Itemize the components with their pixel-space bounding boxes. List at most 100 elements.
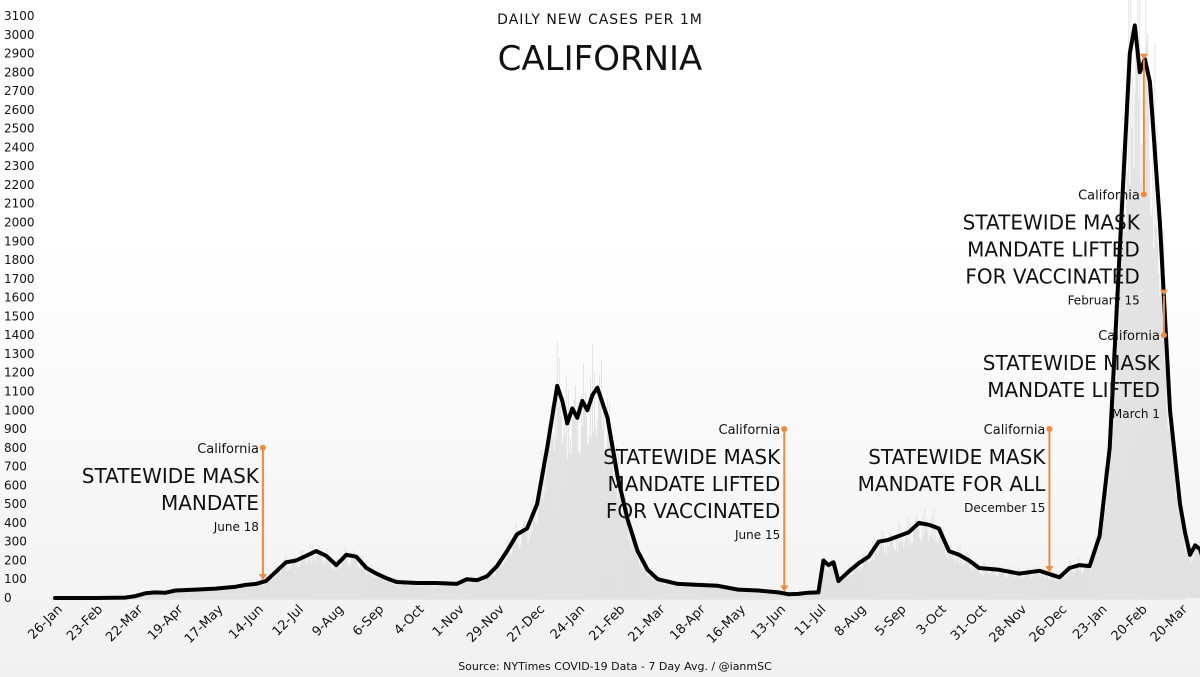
seven-day-average-line [53,23,1200,600]
y-tick-label: 1200 [4,366,35,380]
annotation-label-line: STATEWIDE MASK [603,445,781,469]
y-tick-label: 2500 [4,122,35,136]
x-tick-label: 23-Feb [64,602,106,644]
x-tick-label: 23-Jan [1070,602,1110,642]
x-tick-label: 21-Feb [586,602,628,644]
annotation-3: California STATEWIDE MASK MANDATE FOR ALL D… [858,423,1054,573]
y-tick-label: 3000 [4,28,35,42]
annotations-layer: California STATEWIDE MASK MANDATE June 18 Ca… [82,53,1168,592]
x-tick-label: 17-May [182,602,227,647]
annotation-4: California STATEWIDE MASK MANDATE LIFTED FO… [963,53,1148,307]
annotation-location: California [1078,188,1140,203]
annotation-label-line: STATEWIDE MASK [82,464,260,488]
x-tick-label: 29-Nov [464,602,508,646]
annotation-label-line: FOR VACCINATED [606,499,780,523]
annotation-location: California [1098,329,1160,344]
x-tick-label: 19-Apr [145,602,187,644]
x-tick-label: 1-Nov [430,602,468,640]
annotation-top-dot [259,444,266,451]
annotation-date: June 18 [213,520,259,534]
x-tick-label: 8-Aug [832,602,870,640]
annotation-label-line: FOR VACCINATED [965,264,1139,288]
y-tick-label: 1800 [4,253,35,267]
annotation-arrowhead [1045,566,1054,573]
x-tick-label: 13-Jun [749,602,790,643]
y-tick-label: 1400 [4,328,35,342]
x-tick-label: 6-Sep [350,602,387,639]
x-tick-label: 20-Feb [1109,602,1151,644]
x-tick-label: 21-Mar [626,602,669,645]
y-tick-label: 200 [4,553,27,567]
annotation-label-line: STATEWIDE MASK [963,210,1141,234]
x-tick-label: 26-Jan [26,602,66,642]
annotation-label-line: MANDATE LIFTED [987,378,1160,402]
annotation-label-line: STATEWIDE MASK [983,351,1161,375]
annotation-arrowhead [780,585,789,592]
y-tick-label: 2800 [4,65,35,79]
x-tick-label: 22-Mar [103,602,146,645]
annotation-top-dot [1046,426,1053,433]
annotation-label-line: MANDATE LIFTED [608,472,781,496]
annotation-top-dot [781,426,788,433]
annotation-location: California [719,423,781,438]
x-tick-label: 11-Jul [792,602,829,639]
annotation-date: June 15 [734,528,780,542]
annotation-arrowhead [258,573,267,580]
annotation-2: California STATEWIDE MASK MANDATE LIFTED FO… [603,423,789,592]
annotation-top-dot [1160,332,1167,339]
chart-title: CALIFORNIA [498,39,703,79]
y-tick-label: 1500 [4,309,35,323]
x-tick-label: 12-Jul [270,602,307,639]
annotation-5: California STATEWIDE MASK MANDATE LIFTED Ma… [983,289,1168,421]
y-tick-label: 700 [4,460,27,474]
y-tick-label: 0 [4,591,12,605]
y-tick-label: 1600 [4,291,35,305]
y-tick-label: 100 [4,572,27,586]
y-tick-label: 1900 [4,234,35,248]
x-tick-label: 18-Apr [667,602,709,644]
x-tick-label: 16-May [704,602,749,647]
annotation-label-line: MANDATE FOR ALL [858,472,1047,496]
x-tick-label: 14-Jun [226,602,267,643]
annotation-top-dot [1140,191,1147,198]
annotation-date: December 15 [964,501,1045,515]
x-tick-label: 24-Jan [548,602,588,642]
annotation-arrowhead [1139,53,1148,60]
average-line-path [53,23,1200,600]
y-tick-label: 600 [4,478,27,492]
y-tick-label: 1700 [4,272,35,286]
y-tick-label: 2200 [4,178,35,192]
x-tick-label: 9-Aug [310,602,348,640]
x-tick-label: 28-Nov [987,602,1031,646]
y-tick-label: 900 [4,422,27,436]
source-credit: Source: NYTimes COVID-19 Data - 7 Day Av… [458,660,772,673]
y-tick-label: 2000 [4,216,35,230]
y-tick-label: 2400 [4,140,35,154]
y-tick-label: 1100 [4,384,35,398]
annotation-label-line: MANDATE [161,491,259,515]
annotation-arrowhead [1159,289,1168,296]
y-tick-label: 500 [4,497,27,511]
annotation-date: March 1 [1112,407,1160,421]
x-tick-label: 3-Oct [914,602,950,638]
y-tick-label: 400 [4,516,27,530]
x-tick-label: 27-Dec [505,602,548,645]
x-tick-label: 4-Oct [392,602,428,638]
annotation-location: California [984,423,1046,438]
y-tick-label: 2300 [4,159,35,173]
annotation-1: California STATEWIDE MASK MANDATE June 18 [82,442,267,580]
x-tick-label: 31-Oct [948,602,990,644]
x-tick-label: 20-Mar [1148,602,1191,645]
y-tick-label: 3100 [4,9,35,23]
y-tick-label: 2600 [4,103,35,117]
y-tick-label: 1300 [4,347,35,361]
y-axis: 0 100 200 300 400 500 600 700 800 900 1000 1100 1200… [4,9,35,605]
x-tick-label: 5-Sep [872,602,909,639]
chart-subtitle: DAILY NEW CASES PER 1M [497,12,703,28]
x-tick-label: 26-Dec [1027,602,1070,645]
y-tick-label: 2900 [4,47,35,61]
y-tick-label: 300 [4,535,27,549]
